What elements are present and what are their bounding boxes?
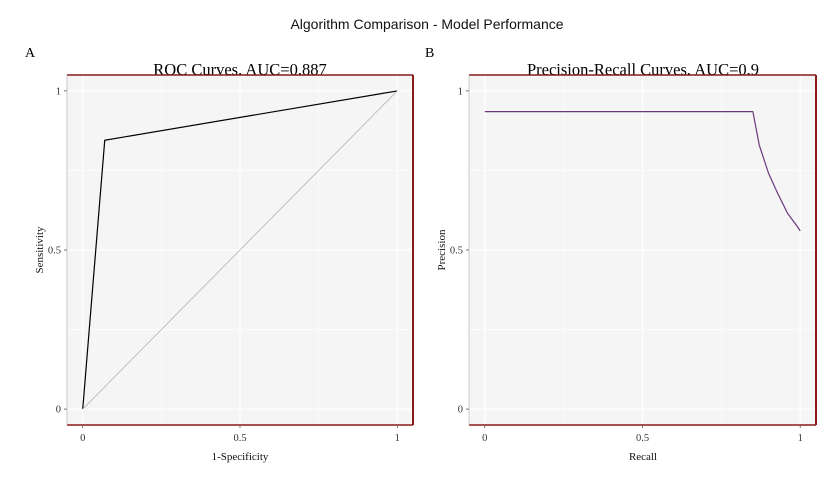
- panel-title: ROC Curves, AUC=0.887: [153, 60, 326, 79]
- y-axis-ticks: 00.51: [450, 86, 469, 416]
- y-axis-label: Sensitivity: [34, 226, 46, 274]
- x-tick-label: 1: [798, 433, 803, 444]
- y-tick-label: 0.5: [48, 246, 61, 257]
- precision-recall-panel: B Precision-Recall Curves, AUC=0.9 0 0.5 1…: [425, 46, 817, 463]
- y-tick-label: 0: [56, 405, 61, 416]
- y-tick-label: 0.5: [450, 246, 463, 257]
- y-tick-label: 1: [458, 86, 463, 97]
- x-tick-label: 0: [482, 433, 487, 444]
- y-tick-label: 0: [458, 405, 463, 416]
- panel-label: A: [25, 46, 36, 61]
- y-axis-label: Precision: [436, 229, 448, 270]
- panel-label: B: [425, 46, 434, 61]
- y-axis-ticks: 00.51: [48, 86, 67, 416]
- x-tick-label: 0: [80, 433, 85, 444]
- series-layer: [82, 90, 398, 410]
- x-axis-label: 1-Specificity: [212, 451, 269, 463]
- panel-title: Precision-Recall Curves, AUC=0.9: [527, 60, 759, 79]
- x-axis-label: Recall: [629, 451, 657, 463]
- x-axis-ticks: 0 0.5 1: [80, 425, 400, 444]
- figure-title: Algorithm Comparison - Model Performance: [290, 16, 563, 32]
- grid: [469, 75, 816, 425]
- x-tick-label: 1: [395, 433, 400, 444]
- series-line: [484, 110, 801, 232]
- roc-panel: A ROC Curves, AUC=0.887 0 0.5 1 00.51 1-Sp…: [25, 46, 414, 463]
- x-tick-label: 0.5: [233, 433, 246, 444]
- series-layer: [484, 110, 801, 232]
- series-line: [82, 90, 398, 410]
- y-tick-label: 1: [56, 86, 61, 97]
- series-line: [82, 90, 398, 410]
- x-axis-ticks: 0 0.5 1: [482, 425, 803, 444]
- x-tick-label: 0.5: [636, 433, 649, 444]
